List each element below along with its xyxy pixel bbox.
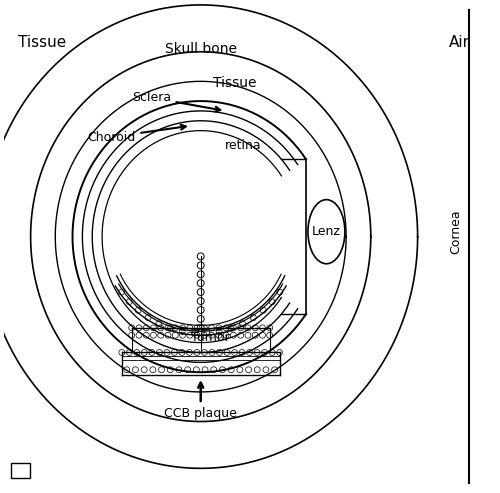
Text: Choroid: Choroid (88, 125, 186, 143)
Text: Tumor: Tumor (191, 331, 230, 344)
Text: Lenz: Lenz (312, 225, 341, 238)
Text: Tissue: Tissue (214, 76, 257, 90)
Bar (11, 463, 30, 478)
Text: Air: Air (448, 35, 469, 49)
Text: retina: retina (226, 139, 262, 152)
Text: Cornea: Cornea (449, 210, 462, 254)
Text: CCB plaque: CCB plaque (164, 383, 237, 420)
Text: Tissue: Tissue (18, 35, 66, 49)
Text: Sclera: Sclera (132, 91, 220, 111)
Text: Skull bone: Skull bone (164, 42, 236, 56)
